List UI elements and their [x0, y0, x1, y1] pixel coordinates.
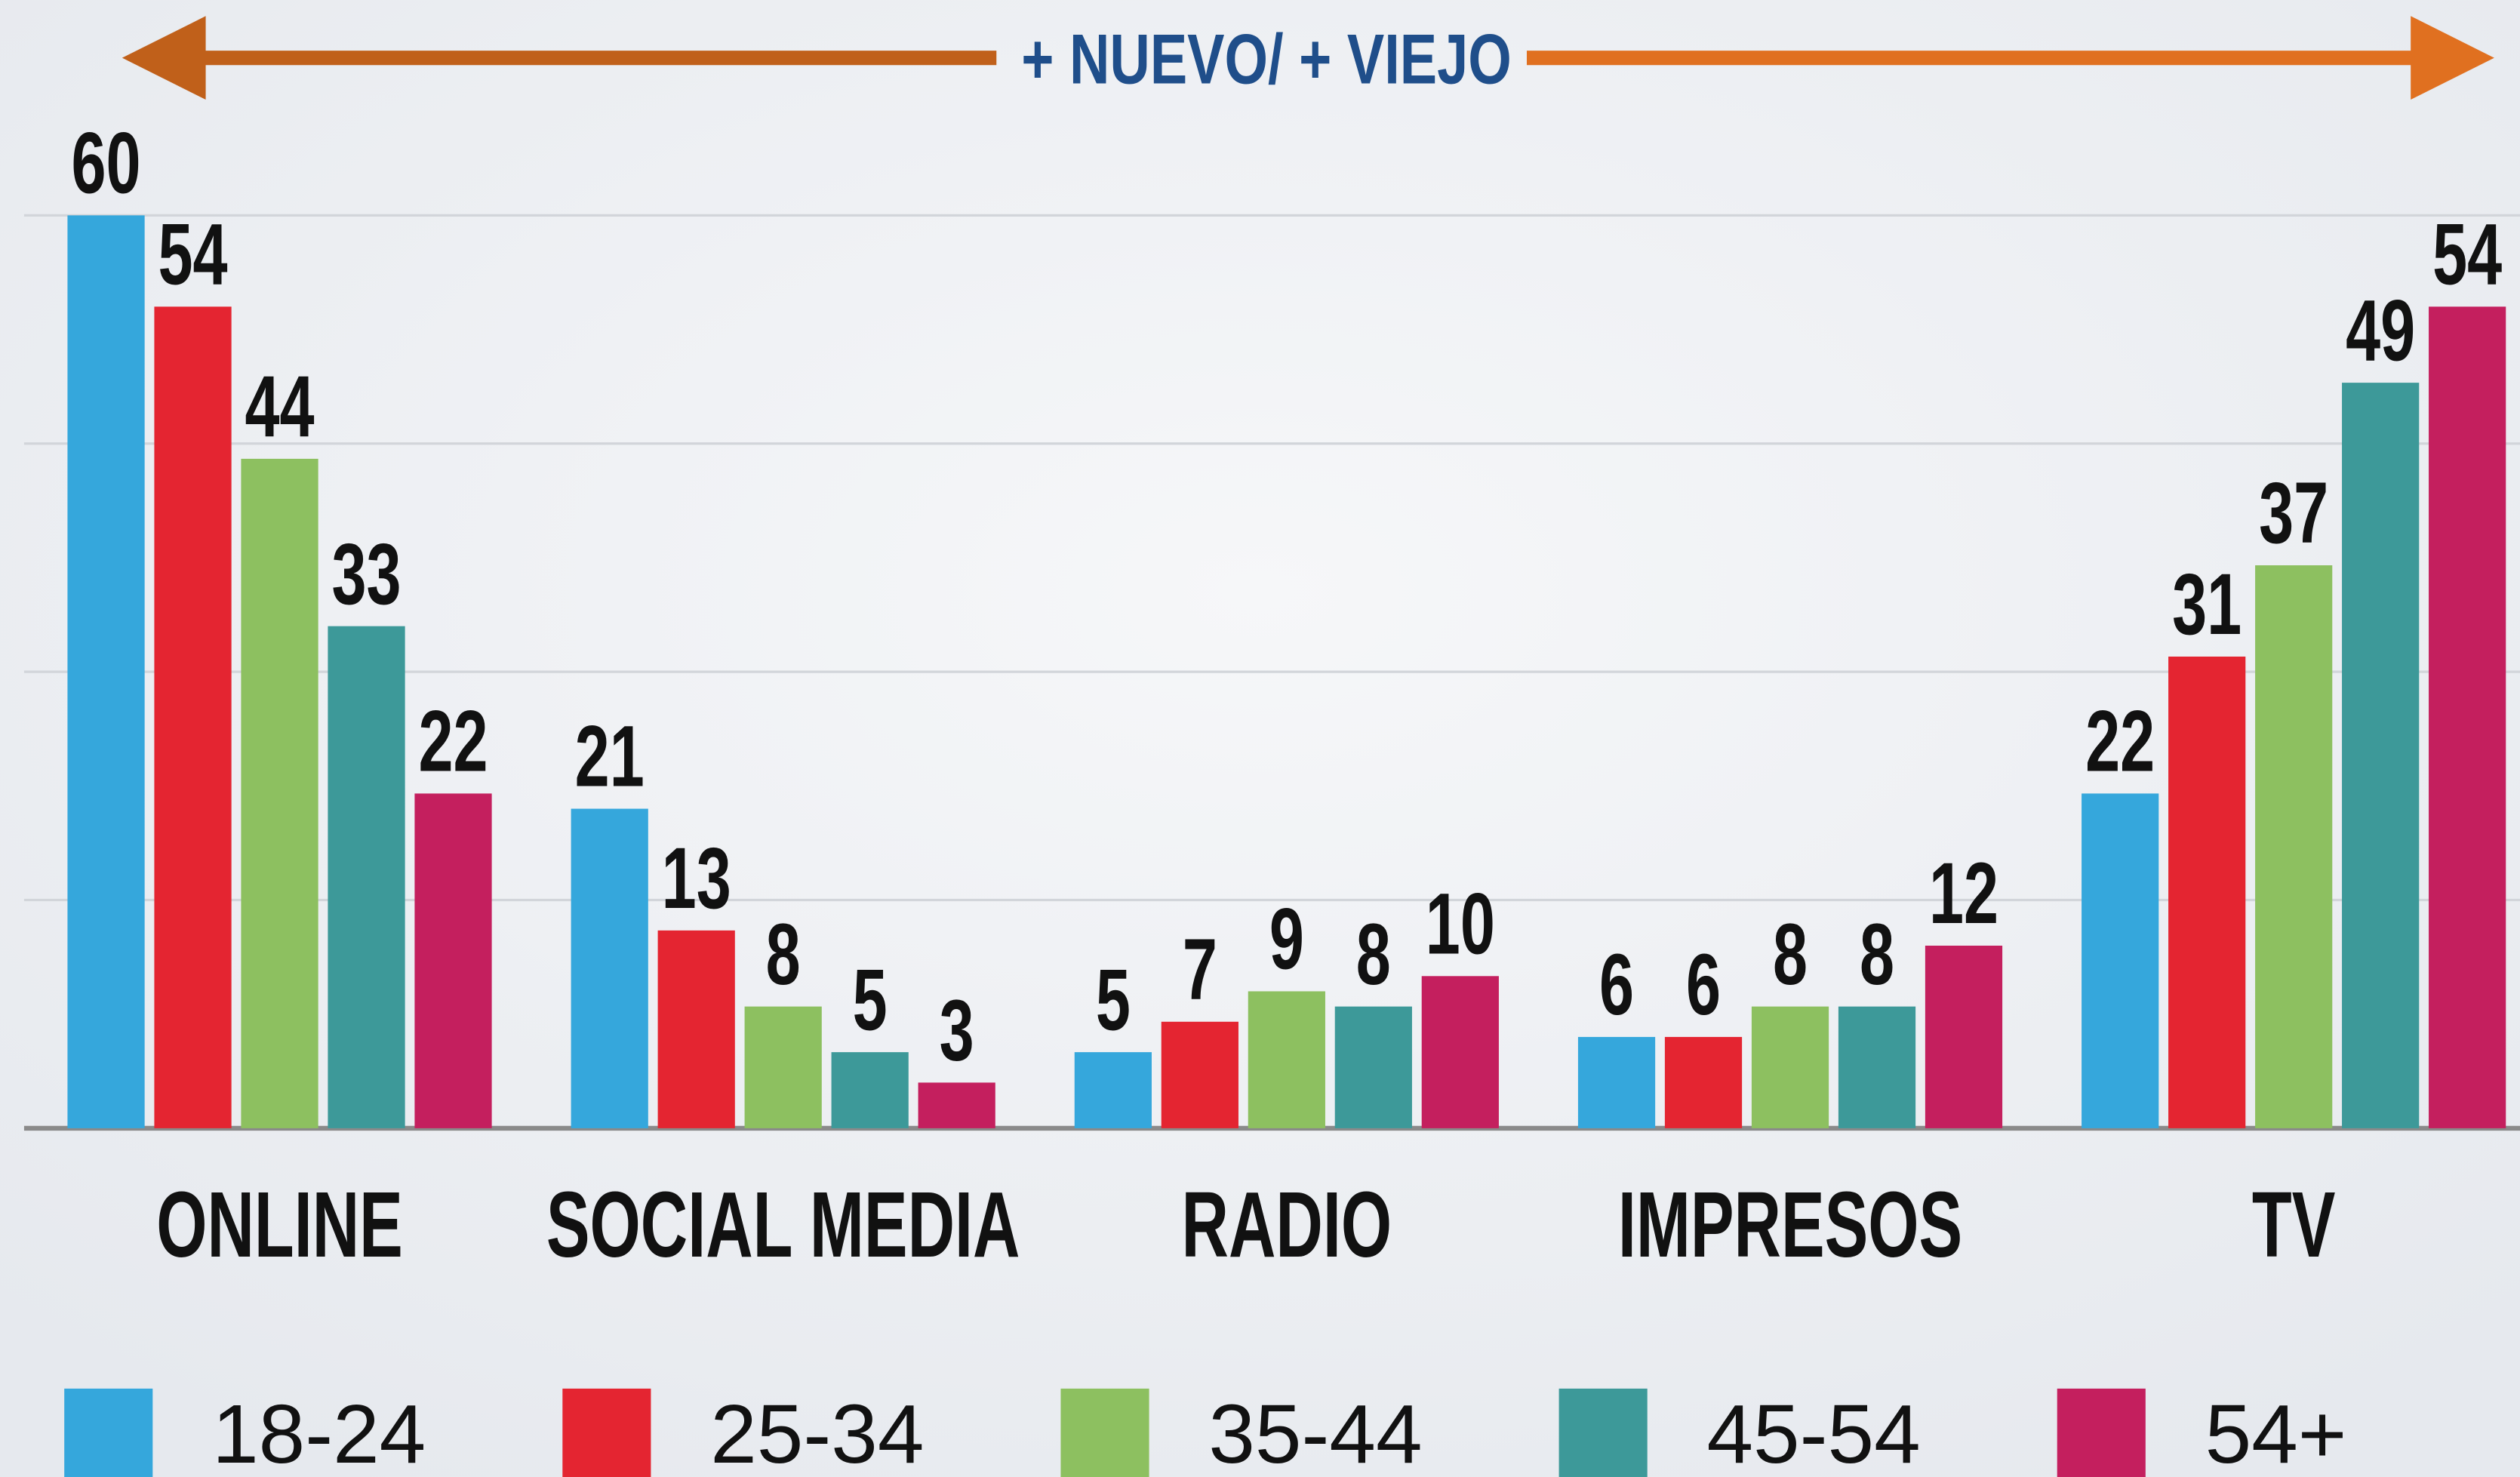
- bar: [831, 1052, 909, 1128]
- legend-label: 54+: [2205, 1388, 2347, 1477]
- value-label: 8: [1773, 906, 1808, 1004]
- bar: [154, 306, 232, 1128]
- x-tick-label: IMPRESOS: [1618, 1172, 1962, 1277]
- bar: [2082, 793, 2159, 1128]
- value-label: 3: [940, 982, 974, 1079]
- value-label: 5: [853, 952, 888, 1049]
- arrow-left-head: [122, 16, 206, 100]
- value-label: 10: [1426, 875, 1495, 973]
- bar: [1074, 1052, 1152, 1128]
- legend-swatch: [64, 1388, 153, 1477]
- bar: [2255, 565, 2333, 1128]
- bar: [67, 215, 145, 1128]
- value-label: 12: [1929, 845, 1998, 943]
- x-tick-label: RADIO: [1182, 1172, 1392, 1277]
- bar: [2429, 306, 2506, 1128]
- bar: [241, 458, 318, 1128]
- arrow-right-head: [2411, 16, 2494, 100]
- bar: [414, 793, 492, 1128]
- value-label: 21: [575, 708, 645, 805]
- legend-swatch: [2057, 1388, 2146, 1477]
- value-label: 5: [1096, 952, 1131, 1049]
- value-label: 6: [1686, 937, 1721, 1034]
- value-label: 9: [1269, 891, 1304, 988]
- bar: [2168, 656, 2246, 1128]
- bar: [1925, 945, 2003, 1128]
- value-label: 31: [2172, 556, 2242, 654]
- bar: [1248, 991, 1325, 1128]
- value-label: 33: [331, 526, 401, 623]
- value-label: 22: [2085, 693, 2155, 790]
- legend-label: 18-24: [212, 1388, 426, 1477]
- legend-swatch: [1558, 1388, 1648, 1477]
- bar: [1577, 1036, 1656, 1128]
- value-label: 13: [662, 830, 731, 928]
- value-label: 44: [245, 358, 314, 456]
- bar: [744, 1006, 822, 1128]
- bar: [2342, 383, 2420, 1128]
- value-label: 49: [2346, 282, 2415, 380]
- bar: [1421, 976, 1499, 1128]
- value-label: 6: [1599, 937, 1634, 1034]
- bar: [657, 930, 735, 1128]
- legend-swatch: [1060, 1388, 1149, 1477]
- bar: [571, 808, 648, 1128]
- bar: [1664, 1036, 1743, 1128]
- bar: [1334, 1006, 1412, 1128]
- value-label: 8: [1356, 906, 1391, 1004]
- value-label: 22: [418, 693, 488, 790]
- bar: [328, 626, 405, 1128]
- legend-label: 25-34: [710, 1388, 924, 1477]
- legend-label: 45-54: [1706, 1388, 1920, 1477]
- x-tick-label: ONLINE: [156, 1172, 403, 1277]
- value-label: 54: [2432, 206, 2502, 303]
- legend-swatch: [562, 1388, 651, 1477]
- annotation: + NUEVO/ + VIEJO: [1021, 20, 1511, 99]
- bar: [1751, 1006, 1829, 1128]
- x-tick-label: SOCIAL MEDIA: [546, 1172, 1020, 1277]
- bar: [918, 1082, 995, 1128]
- value-label: 8: [766, 906, 801, 1004]
- bar: [1838, 1006, 1916, 1128]
- value-label: 37: [2259, 465, 2328, 562]
- x-tick-label: TV: [2252, 1172, 2335, 1277]
- legend-label: 35-44: [1208, 1388, 1422, 1477]
- value-label: 8: [1860, 906, 1894, 1004]
- value-label: 60: [71, 115, 140, 212]
- value-label: 7: [1183, 922, 1217, 1019]
- value-label: 54: [158, 206, 227, 303]
- bar: [1161, 1021, 1238, 1128]
